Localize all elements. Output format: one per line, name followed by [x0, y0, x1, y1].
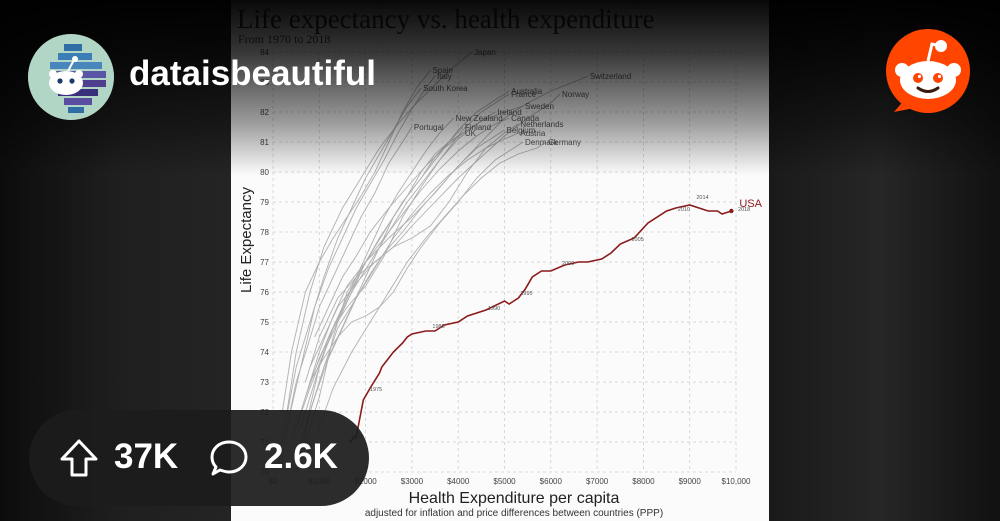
y-tick-label: 76 — [260, 288, 269, 297]
post-stats-bar: 37K 2.6K — [29, 410, 369, 506]
sweden-label: Sweden — [525, 102, 554, 111]
y-tick-label: 73 — [260, 378, 269, 387]
subreddit-avatar-icon[interactable] — [28, 34, 114, 120]
x-tick-label: $10,000 — [722, 477, 751, 486]
y-tick-label: 75 — [260, 318, 269, 327]
japan-label: Japan — [474, 48, 496, 57]
x-tick-label: $3000 — [401, 477, 424, 486]
usa-label: USA — [739, 198, 762, 210]
x-tick-label: $9000 — [679, 477, 702, 486]
x-tick-label: $5000 — [493, 477, 516, 486]
germany-label: Germany — [548, 138, 581, 147]
x-tick-label: $8000 — [632, 477, 655, 486]
usa-endpoint — [729, 208, 734, 214]
japan-line — [286, 51, 473, 413]
south-korea-label: South Korea — [423, 84, 468, 93]
switzerland-label: Switzerland — [590, 72, 631, 81]
y-tick-label: 79 — [260, 198, 269, 207]
year-label: 1995 — [520, 291, 532, 297]
italy-label: Italy — [437, 72, 452, 81]
year-label: 1985 — [432, 324, 444, 330]
uk-line — [295, 132, 464, 428]
y-tick-label: 74 — [260, 348, 269, 357]
y-tick-label: 82 — [260, 108, 269, 117]
x-axis-label: Health Expenditure per capita — [409, 490, 620, 507]
subreddit-name[interactable]: dataisbeautiful — [129, 54, 376, 93]
x-tick-label: $4000 — [447, 477, 470, 486]
australia-line — [304, 90, 510, 443]
reddit-alien-logo-icon — [884, 28, 972, 116]
france-label: France — [511, 90, 536, 99]
belgium-label: Belgium — [507, 126, 536, 135]
upvote-count: 37K — [114, 437, 179, 476]
comment-count: 2.6K — [264, 437, 338, 476]
year-label: 1990 — [488, 306, 500, 312]
new-zealand-label: New Zealand — [456, 114, 503, 123]
norway-label: Norway — [562, 90, 589, 99]
year-label: 2010 — [678, 207, 690, 213]
x-tick-label: $7000 — [586, 477, 609, 486]
france-line — [304, 93, 510, 428]
austria-line — [295, 132, 519, 458]
y-tick-label: 80 — [260, 168, 269, 177]
belgium-line — [300, 129, 505, 443]
spain-line — [281, 69, 431, 413]
chart-title: Life expectancy vs. health expenditure — [237, 4, 655, 34]
y-tick-label: 78 — [260, 228, 269, 237]
year-label: 2000 — [562, 261, 574, 267]
year-label: 2014 — [696, 195, 708, 201]
usa-series: 1970197519851990199520002005201020142018 — [348, 195, 750, 443]
year-label: 1975 — [370, 387, 382, 393]
y-axis-label: Life Expectancy — [238, 187, 255, 293]
year-label: 2005 — [632, 237, 644, 243]
y-tick-label: 81 — [260, 138, 269, 147]
upvote-arrow-icon[interactable] — [59, 438, 99, 478]
italy-line — [286, 75, 436, 428]
portugal-label: Portugal — [414, 123, 444, 132]
comment-bubble-icon[interactable] — [209, 438, 249, 478]
chart-subtitle: From 1970 to 2018 — [238, 32, 330, 46]
germany-line — [304, 141, 547, 458]
x-axis-sublabel: adjusted for inflation and price differe… — [365, 508, 663, 519]
usa-line — [348, 204, 732, 443]
country-series-lines — [277, 51, 588, 473]
y-tick-label: 77 — [260, 258, 269, 267]
year-label: 2018 — [738, 207, 750, 213]
x-tick-label: $2000 — [354, 477, 377, 486]
x-tick-label: $6000 — [540, 477, 563, 486]
ireland-line — [291, 111, 496, 443]
uk-label: UK — [465, 129, 477, 138]
